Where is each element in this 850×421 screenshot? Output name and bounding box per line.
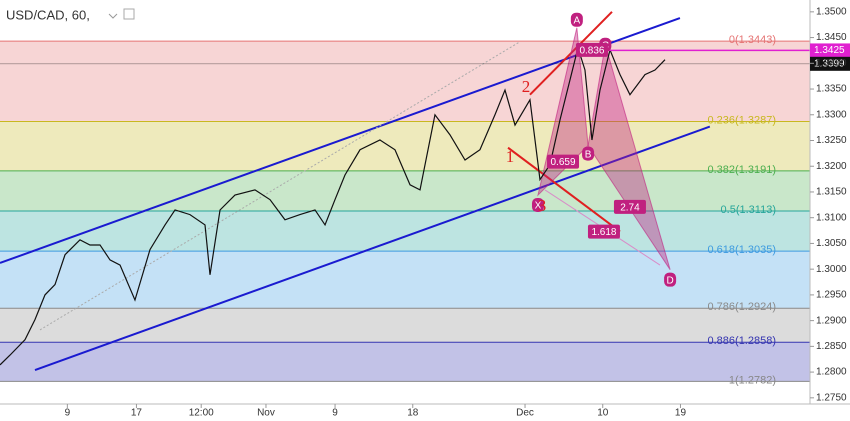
- ratio-box: [575, 42, 608, 57]
- x-tick-label: 17: [131, 408, 143, 419]
- fib-band: [0, 308, 810, 343]
- y-tick-label: 1.3200: [816, 161, 847, 172]
- ratio-label: 1.618: [591, 227, 616, 238]
- trend-line: [507, 146, 621, 233]
- fib-label: 1(1.2782): [729, 374, 776, 386]
- trend-line: [34, 125, 711, 371]
- dropdown-icon[interactable]: [108, 13, 118, 19]
- pattern-point-label: B: [585, 149, 592, 160]
- x-tick-label: 10: [597, 408, 609, 419]
- price-label: 1.3399: [814, 58, 845, 69]
- x-tick-label: Nov: [257, 408, 275, 419]
- x-tick-label: 9: [332, 408, 338, 419]
- fib-label: 0.618(1.3035): [708, 244, 777, 256]
- fib-label: 0.236(1.3287): [708, 114, 777, 126]
- annotation-label: 1: [506, 147, 515, 166]
- fib-band: [0, 251, 810, 309]
- fib-label: 0(1.3443): [729, 34, 776, 46]
- y-tick-label: 1.3500: [816, 6, 847, 17]
- y-tick-label: 1.3150: [816, 187, 847, 198]
- x-tick-label: 19: [675, 408, 687, 419]
- y-tick-label: 1.2750: [816, 392, 847, 403]
- annotation-label: 2: [522, 77, 531, 96]
- ratio-box: [587, 224, 620, 239]
- pattern-point-box: [664, 272, 677, 287]
- fib-label: 0.5(1.3113): [721, 204, 776, 216]
- x-tick-label: Dec: [516, 408, 534, 419]
- y-tick-label: 1.2900: [816, 315, 847, 326]
- pattern-point-label: X: [535, 201, 542, 212]
- ratio-label: 0.836: [579, 46, 604, 57]
- y-tick-label: 1.2950: [816, 290, 847, 301]
- pattern-point-label: A: [574, 15, 581, 26]
- fib-band: [0, 211, 810, 252]
- ratio-label: 2.74: [620, 203, 640, 214]
- pattern-point-label: D: [666, 275, 673, 286]
- x-tick-label: 9: [65, 408, 71, 419]
- ratio-box: [613, 199, 646, 214]
- ratio-box: [547, 154, 580, 169]
- pattern-xab: [537, 27, 589, 197]
- pattern-point-box: [582, 146, 595, 161]
- plot-area: 0(1.3443) 0.236(1.3287) 0.382(1.3191) 0.5(1…: [0, 11, 810, 386]
- fib-label: 0.382(1.3191): [708, 164, 777, 176]
- fib-band: [0, 170, 810, 212]
- y-tick-label: 1.3450: [816, 32, 847, 43]
- y-tick-label: 1.2850: [816, 341, 847, 352]
- fib-label: 0.786(1.2924): [708, 301, 777, 313]
- y-tick-label: 1.3350: [816, 84, 847, 95]
- annotation-label: 3: [538, 196, 547, 215]
- price-label: 1.3425: [814, 45, 845, 56]
- x-tick-label: 12:00: [189, 408, 214, 419]
- fib-band: [0, 342, 810, 382]
- trend-line: [39, 41, 521, 331]
- price-label-box: [810, 56, 850, 71]
- y-tick-label: 1.3300: [816, 109, 847, 120]
- y-tick-label: 1.3100: [816, 212, 847, 223]
- chart-title: USD/CAD, 60,: [6, 7, 90, 22]
- y-tick-label: 1.2800: [816, 367, 847, 378]
- y-tick-label: 1.3050: [816, 238, 847, 249]
- y-tick-label: 1.3000: [816, 264, 847, 275]
- price-label-box: [810, 43, 850, 58]
- y-tick-label: 1.3400: [816, 58, 847, 69]
- x-tick-label: 18: [407, 408, 419, 419]
- fib-band: [0, 121, 810, 171]
- ratio-label: 0.659: [551, 157, 576, 168]
- pattern-point-box: [531, 198, 544, 213]
- y-tick-label: 1.3250: [816, 135, 847, 146]
- fib-band: [0, 41, 810, 122]
- fib-label: 0.886(1.2858): [708, 335, 777, 347]
- pattern-point-box: [570, 12, 583, 27]
- settings-icon[interactable]: [123, 8, 135, 20]
